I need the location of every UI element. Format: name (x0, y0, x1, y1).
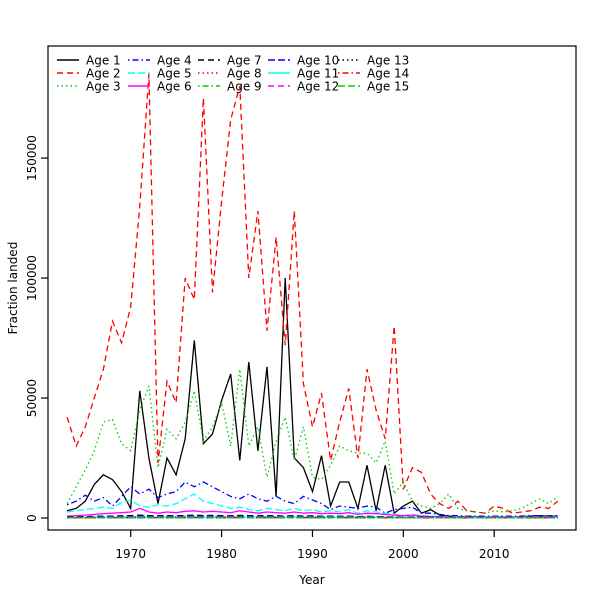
legend-label-age-8: Age 8 (227, 67, 262, 81)
legend-label-age-7: Age 7 (227, 54, 262, 68)
x-tick-label: 1990 (297, 547, 328, 561)
legend-label-age-4: Age 4 (157, 54, 192, 68)
x-tick-label: 2010 (479, 547, 510, 561)
legend-label-age-14: Age 14 (367, 67, 409, 81)
legend-label-age-10: Age 10 (297, 54, 339, 68)
y-axis-title: Fraction landed (6, 242, 20, 335)
y-tick-label: 100000 (25, 255, 39, 301)
legend-label-age-6: Age 6 (157, 80, 192, 94)
x-tick-label: 1970 (115, 547, 146, 561)
legend-label-age-11: Age 11 (297, 67, 339, 81)
legend-label-age-15: Age 15 (367, 80, 409, 94)
plot-content: 1970 1980 1990 2000 2010 0 50000 100000 150000 Ag… (25, 54, 558, 562)
y-tick-label: 50000 (25, 379, 39, 417)
series-line-age-1 (67, 278, 558, 517)
legend-label-age-5: Age 5 (157, 67, 192, 81)
plot-border (48, 46, 576, 530)
legend-label-age-1: Age 1 (86, 54, 121, 68)
legend-label-age-12: Age 12 (297, 80, 339, 94)
legend-label-age-2: Age 2 (86, 67, 121, 81)
legend-label-age-3: Age 3 (86, 80, 121, 94)
series-line-age-2 (67, 74, 558, 513)
x-tick-label: 2000 (388, 547, 419, 561)
x-axis-title: Year (298, 573, 324, 587)
legend-label-age-9: Age 9 (227, 80, 262, 94)
y-tick-label: 0 (25, 514, 39, 522)
legend-label-age-13: Age 13 (367, 54, 409, 68)
y-tick-label: 150000 (25, 135, 39, 181)
series-line-age-4 (67, 482, 558, 516)
x-tick-label: 1980 (206, 547, 237, 561)
